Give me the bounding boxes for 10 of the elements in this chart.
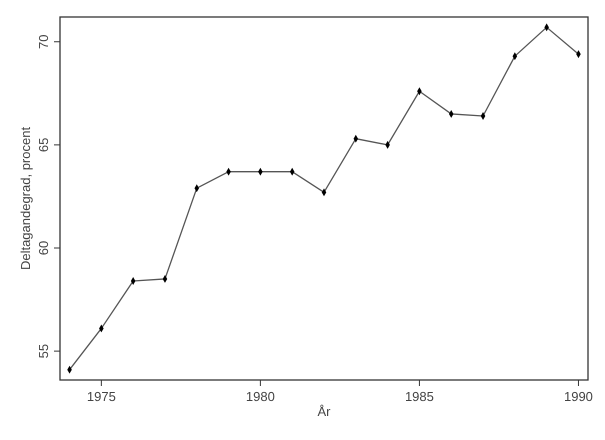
y-tick-label: 55 — [36, 344, 51, 358]
x-tick-label: 1975 — [86, 389, 116, 404]
y-tick-label: 65 — [36, 138, 51, 152]
x-tick-label: 1985 — [404, 389, 434, 404]
y-tick-label: 60 — [36, 240, 51, 256]
y-axis-title: Deltagandegrad, procent — [18, 126, 33, 270]
x-axis-title: År — [318, 404, 332, 419]
y-tick-label: 70 — [36, 34, 51, 49]
x-tick-label: 1990 — [564, 389, 593, 404]
x-tick-label: 1980 — [246, 389, 275, 404]
